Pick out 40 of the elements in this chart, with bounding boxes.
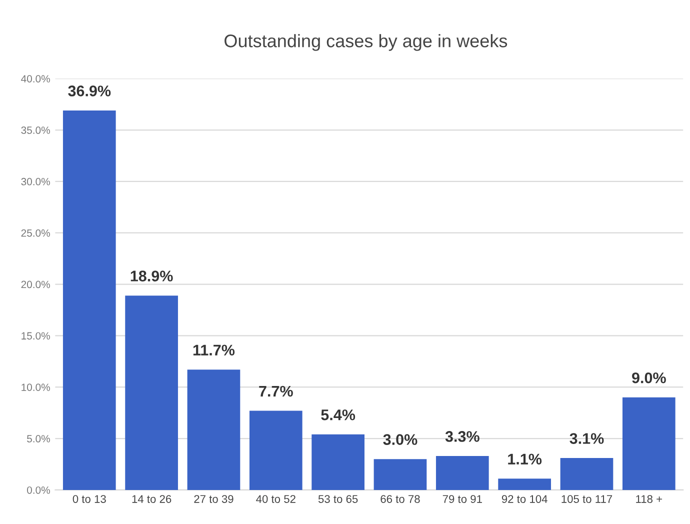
bar <box>374 459 427 490</box>
bar <box>125 296 178 490</box>
data-label: 7.7% <box>259 386 293 397</box>
data-label: 1.1% <box>508 454 542 464</box>
bar <box>249 410 302 490</box>
bar <box>560 458 614 490</box>
x-tick-label: 105 to 117 <box>562 495 612 503</box>
y-tick-label: 25.0% <box>21 229 50 237</box>
y-tick-label: 20.0% <box>21 280 50 288</box>
data-label: 9.0% <box>632 372 666 384</box>
x-tick-label: 118 + <box>636 495 662 503</box>
y-tick-label: 10.0% <box>22 384 50 391</box>
y-tick-label: 35.0% <box>21 126 50 134</box>
x-tick-label: 92 to 104 <box>502 495 548 503</box>
y-tick-label: 40.0% <box>21 75 50 82</box>
bar <box>187 370 240 490</box>
y-tick-label: 5.0% <box>27 435 50 442</box>
x-tick-label: 79 to 91 <box>442 495 482 503</box>
x-tick-label: 40 to 52 <box>256 495 296 503</box>
bar <box>312 434 364 490</box>
data-label: 5.4% <box>321 410 356 420</box>
data-label: 36.9% <box>68 86 111 96</box>
x-tick-label: 27 to 39 <box>194 495 234 503</box>
x-tick-label: 14 to 26 <box>132 495 172 503</box>
x-tick-label: 53 to 65 <box>318 495 358 503</box>
y-tick-label: 30.0% <box>21 178 50 186</box>
data-label: 18.9% <box>130 270 173 282</box>
bar <box>622 397 676 490</box>
data-label: 11.7% <box>193 344 235 356</box>
x-tick-label: 66 to 78 <box>380 495 420 503</box>
chart-title: Outstanding cases by age in weeks <box>224 34 508 51</box>
bar <box>62 110 116 490</box>
data-label: 3.1% <box>570 433 604 444</box>
y-tick-label: 15.0% <box>22 332 50 340</box>
data-label: 3.3% <box>445 431 480 442</box>
data-label: 3.0% <box>383 434 418 445</box>
bar <box>436 456 489 490</box>
bar <box>498 478 551 490</box>
y-tick-label: 0.0% <box>27 486 50 494</box>
x-tick-label: 0 to 13 <box>72 495 106 503</box>
